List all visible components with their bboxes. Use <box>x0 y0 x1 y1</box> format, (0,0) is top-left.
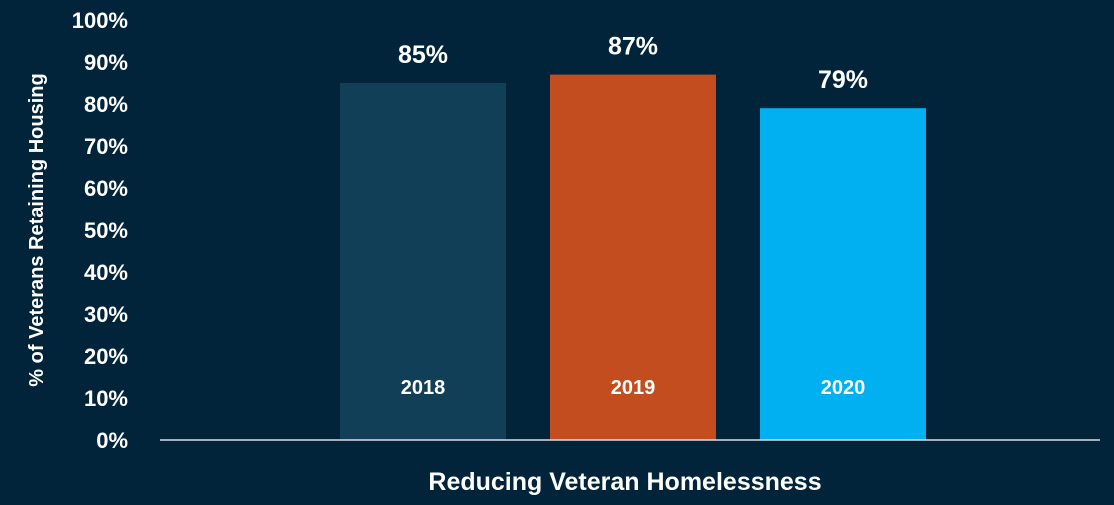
category-label-2018: 2018 <box>401 377 446 399</box>
y-tick-label: 60% <box>84 176 128 201</box>
y-axis-ticks: 0% 10% 20% 30% 40% 50% 60% 70% 80% 90% 100% <box>72 8 128 453</box>
data-label-2019: 87% <box>608 33 658 61</box>
bar-2019 <box>550 74 716 440</box>
y-tick-label: 70% <box>84 134 128 159</box>
bar-2020 <box>760 108 926 440</box>
bar-2018 <box>340 83 506 440</box>
y-tick-label: 0% <box>96 428 128 453</box>
y-tick-label: 40% <box>84 260 128 285</box>
category-label-2020: 2020 <box>821 377 866 399</box>
y-tick-label: 50% <box>84 218 128 243</box>
y-axis-title: % of Veterans Retaining Housing <box>26 73 48 386</box>
category-label-2019: 2019 <box>611 377 656 399</box>
y-tick-label: 30% <box>84 302 128 327</box>
y-tick-label: 80% <box>84 92 128 117</box>
y-tick-label: 10% <box>84 386 128 411</box>
x-axis-title: Reducing Veteran Homelessness <box>428 468 821 496</box>
bars-group: 85% 2018 87% 2019 79% 2020 <box>340 33 926 440</box>
y-tick-label: 20% <box>84 344 128 369</box>
y-tick-label: 100% <box>72 8 128 33</box>
data-label-2018: 85% <box>398 41 448 69</box>
data-label-2020: 79% <box>818 66 868 94</box>
y-tick-label: 90% <box>84 50 128 75</box>
